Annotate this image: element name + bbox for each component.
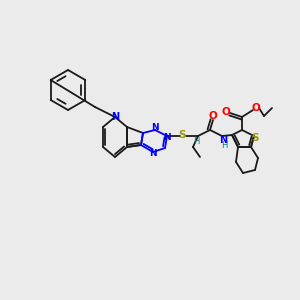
Text: H: H xyxy=(193,137,199,146)
Text: N: N xyxy=(111,112,119,122)
Text: O: O xyxy=(208,111,217,121)
Text: H: H xyxy=(221,142,227,151)
Text: N: N xyxy=(163,134,171,142)
Text: O: O xyxy=(222,107,230,117)
Text: O: O xyxy=(252,103,260,113)
Text: N: N xyxy=(149,149,157,158)
Text: N: N xyxy=(151,124,159,133)
Text: S: S xyxy=(178,130,186,140)
Text: N: N xyxy=(219,135,227,145)
Text: S: S xyxy=(251,133,259,143)
